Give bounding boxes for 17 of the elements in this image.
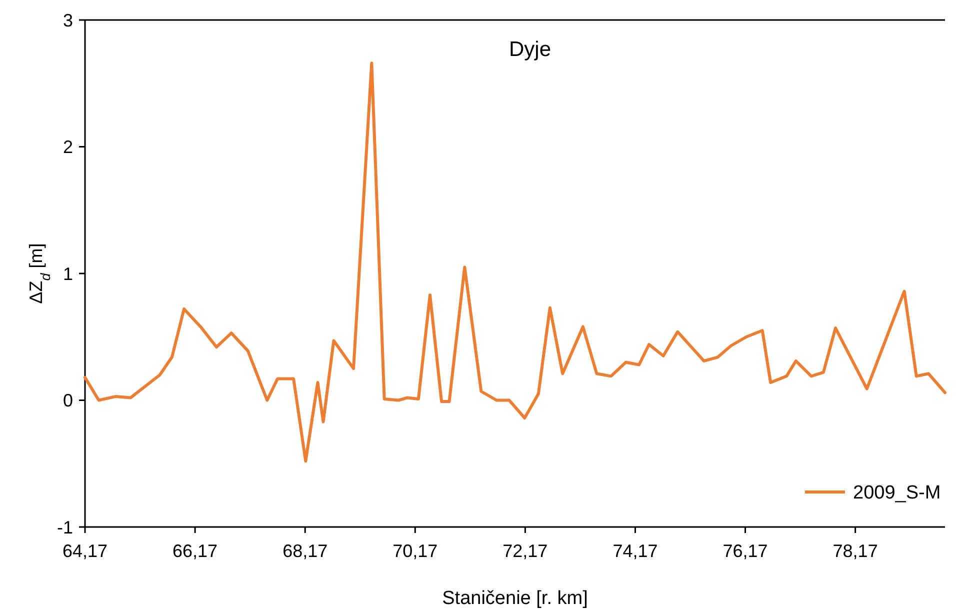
x-tick-label: 78,17 (832, 541, 878, 561)
y-tick-label: 1 (62, 264, 73, 284)
line-series (84, 62, 946, 463)
legend-label: 2009_S-M (853, 482, 941, 504)
y-tick-label: 3 (62, 10, 73, 30)
x-tick-label: 76,17 (722, 541, 768, 561)
x-tick-label: 66,17 (172, 541, 218, 561)
x-tick-label: 72,17 (502, 541, 548, 561)
x-tick-label: 64,17 (62, 541, 108, 561)
y-tick-label: 0 (62, 390, 73, 411)
x-tick-label: 68,17 (282, 541, 328, 561)
y-tick-label: 2 (62, 137, 73, 158)
x-tick-label: 70,17 (392, 541, 438, 561)
x-axis-title: Staničenie [r. km] (442, 588, 588, 609)
text: Dyje (508, 38, 552, 61)
y-tick-label: -1 (56, 517, 73, 538)
x-tick-label: 74,17 (612, 541, 658, 561)
